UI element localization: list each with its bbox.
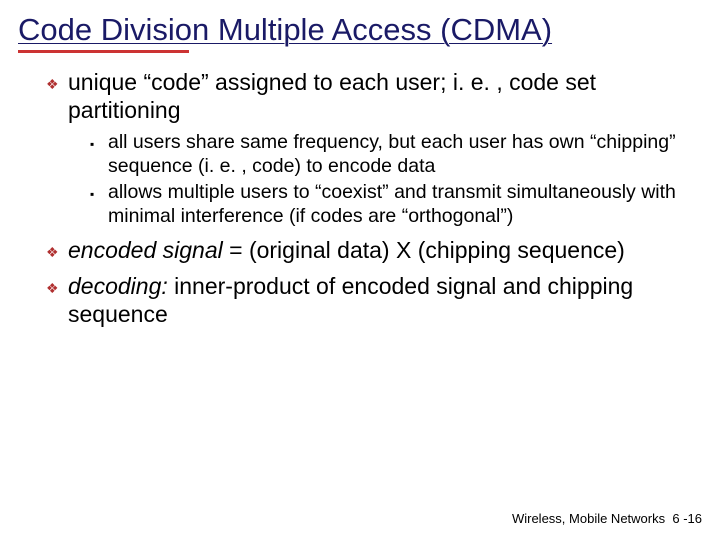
italic-span: encoded signal (68, 237, 223, 263)
title-wrap: Code Division Multiple Access (CDMA) (18, 12, 552, 50)
bullet-text: encoded signal = (original data) X (chip… (68, 236, 625, 264)
diamond-bullet-icon: ❖ (46, 236, 68, 266)
text-span: = (original data) X (chipping sequence) (223, 237, 625, 263)
slide-footer: Wireless, Mobile Networks 6 -16 (512, 511, 702, 526)
bullet-item: ❖ encoded signal = (original data) X (ch… (46, 236, 698, 266)
sub-bullet-item: ▪ allows multiple users to “coexist” and… (90, 180, 698, 228)
slide-title: Code Division Multiple Access (CDMA) (18, 12, 552, 50)
bullet-text: decoding: inner-product of encoded signa… (68, 272, 698, 328)
sub-bullet-text: allows multiple users to “coexist” and t… (108, 180, 698, 228)
content-area: ❖ unique “code” assigned to each user; i… (18, 68, 702, 328)
italic-span: decoding: (68, 273, 168, 299)
square-bullet-icon: ▪ (90, 130, 108, 156)
bullet-item: ❖ decoding: inner-product of encoded sig… (46, 272, 698, 328)
slide: Code Division Multiple Access (CDMA) ❖ u… (0, 0, 720, 540)
title-underline-accent (18, 50, 189, 53)
sub-bullet-text: all users share same frequency, but each… (108, 130, 698, 178)
diamond-bullet-icon: ❖ (46, 68, 68, 98)
bullet-item: ❖ unique “code” assigned to each user; i… (46, 68, 698, 124)
sub-bullet-group: ▪ all users share same frequency, but ea… (46, 130, 698, 228)
footer-page: 6 -16 (672, 511, 702, 526)
square-bullet-icon: ▪ (90, 180, 108, 206)
diamond-bullet-icon: ❖ (46, 272, 68, 302)
bullet-text: unique “code” assigned to each user; i. … (68, 68, 698, 124)
footer-section: Wireless, Mobile Networks (512, 511, 665, 526)
sub-bullet-item: ▪ all users share same frequency, but ea… (90, 130, 698, 178)
